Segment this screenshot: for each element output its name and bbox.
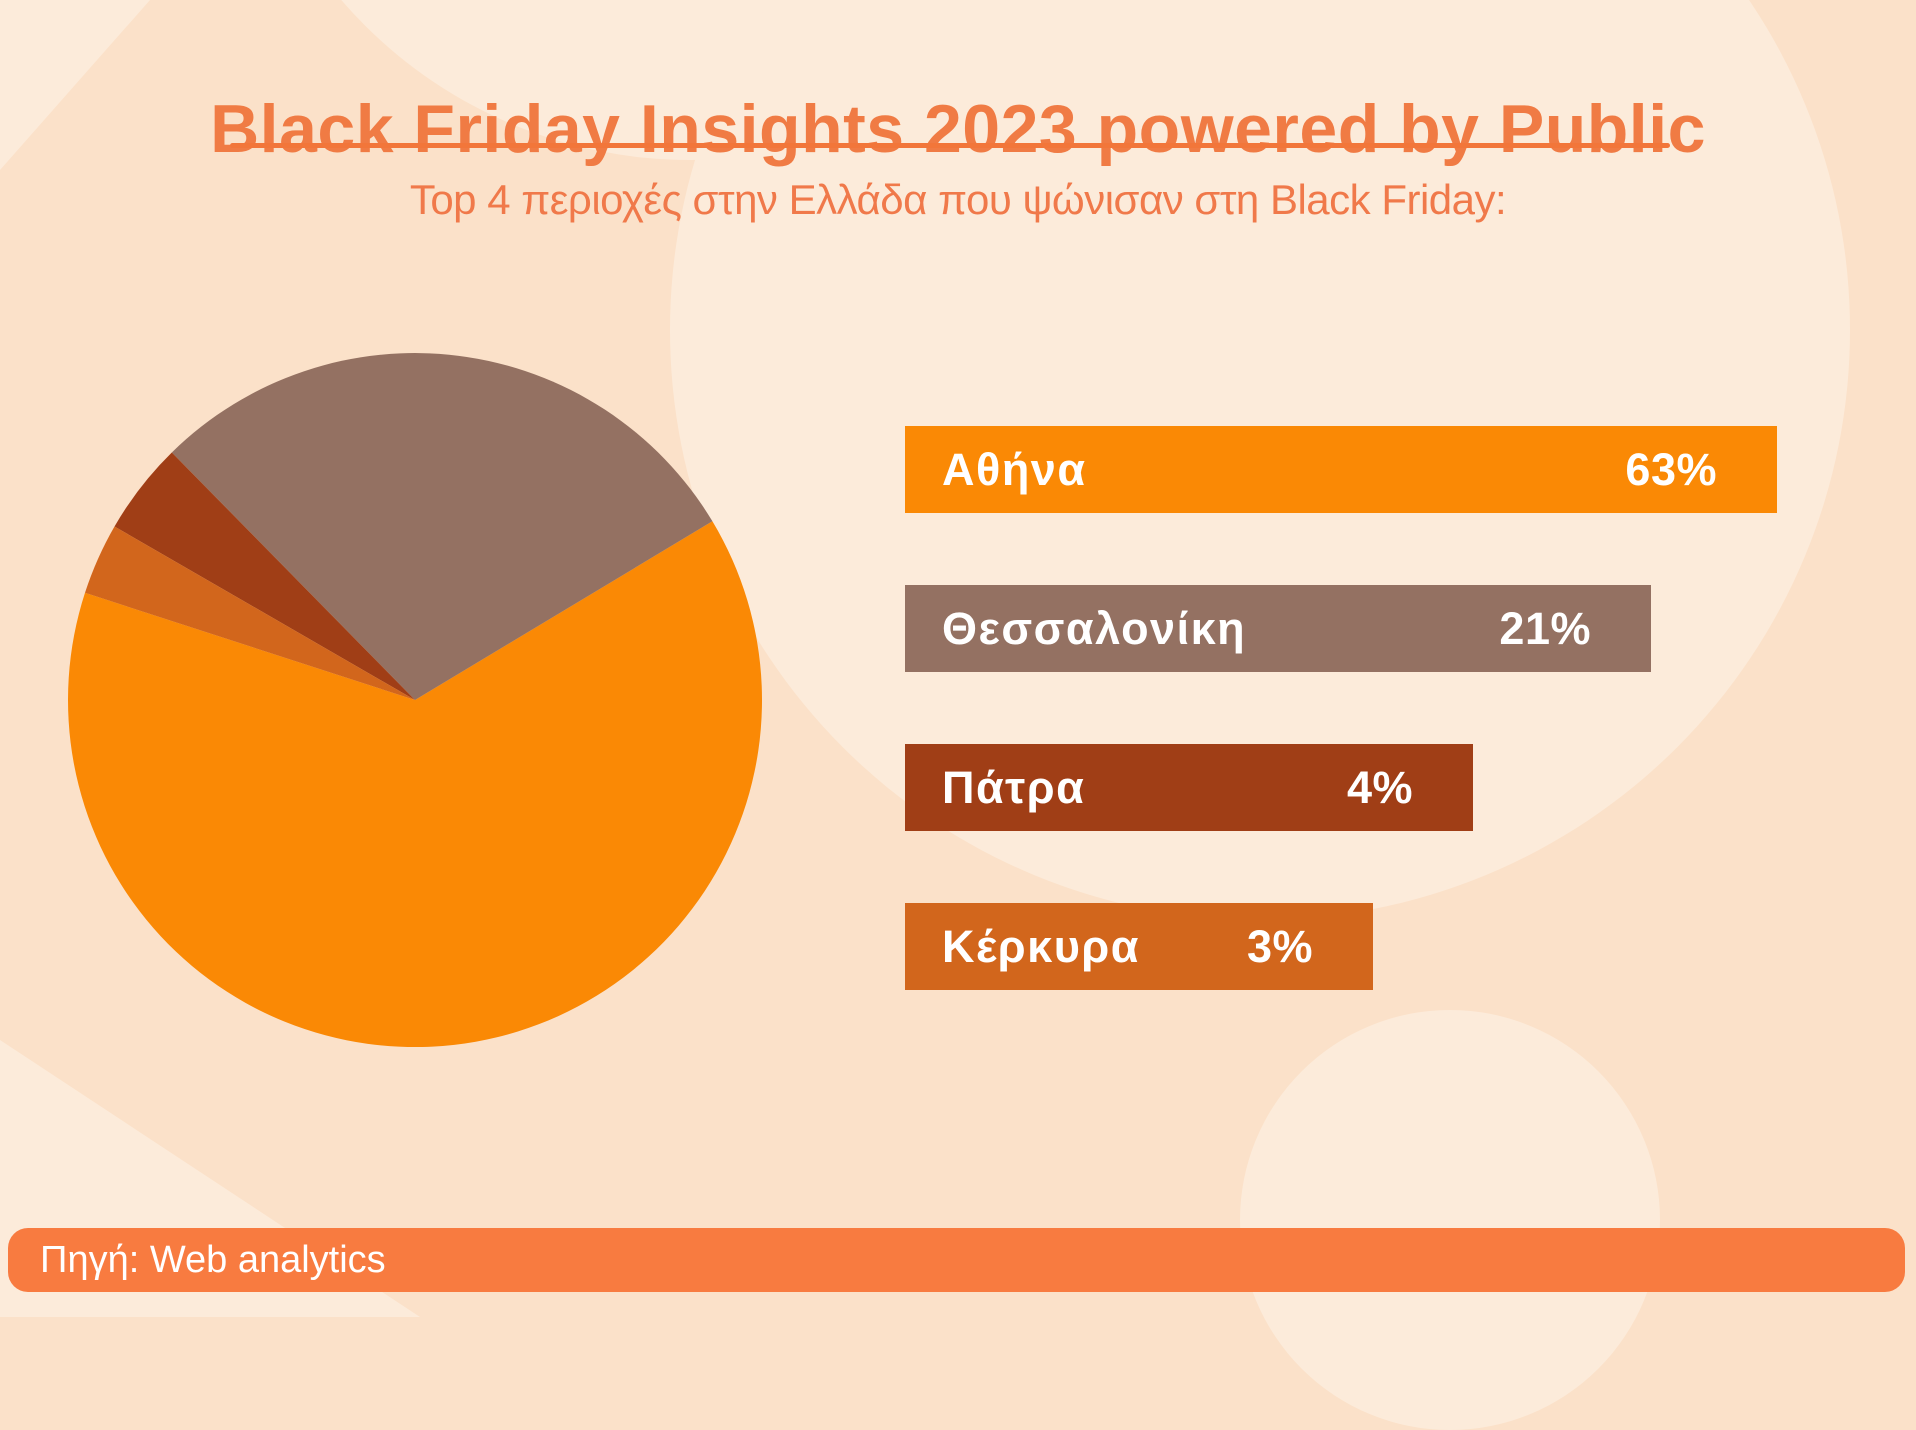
- bar-value: 63%: [1625, 443, 1717, 495]
- bar-value: 21%: [1499, 602, 1591, 654]
- pie-slice-kerkyra: [85, 526, 415, 700]
- source-bar: Πηγή: Web analytics: [8, 1228, 1905, 1292]
- bar-value: 3%: [1246, 920, 1313, 972]
- bar-label: Θεσσαλονίκη: [942, 602, 1247, 654]
- legend-bar-patra: Πάτρα 4%: [905, 744, 1473, 831]
- pie-slice-patra: [114, 452, 415, 700]
- pie-slice-athina: [68, 521, 762, 1047]
- bar-label: Κέρκυρα: [942, 920, 1140, 972]
- pie-chart: [68, 353, 762, 1047]
- legend-bar-thessaloniki: Θεσσαλονίκη 21%: [905, 585, 1651, 672]
- bar-label: Πάτρα: [942, 761, 1086, 813]
- bar-label: Αθήνα: [942, 443, 1087, 495]
- chart-subtitle: Top 4 περιοχές στην Ελλάδα που ψώνισαν σ…: [409, 176, 1507, 223]
- pattern-shape: [1240, 1010, 1660, 1430]
- bar-value: 4%: [1346, 761, 1413, 813]
- legend-bar-athina: Αθήνα 63%: [905, 426, 1777, 513]
- legend-bar-kerkyra: Κέρκυρα 3%: [905, 903, 1373, 990]
- source-text: Πηγή: Web analytics: [40, 1238, 386, 1281]
- title-underline: [230, 143, 1670, 148]
- page-title: Black Friday Insights 2023 powered by Pu…: [210, 90, 1706, 167]
- pie-slice-thessaloniki: [171, 353, 713, 700]
